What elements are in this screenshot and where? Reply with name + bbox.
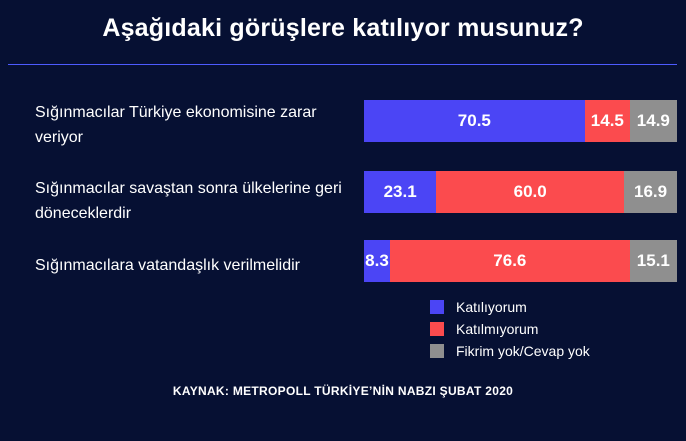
legend-item-katiliyorum: Katılıyorum — [430, 296, 590, 318]
chart-title: Aşağıdaki görüşlere katılıyor musunuz? — [102, 14, 584, 42]
bar-segment-fikrim-yok: 15.1 — [629, 240, 677, 282]
legend-item-katilmiyorum: Katılmıyorum — [430, 318, 590, 340]
data-label-katiliyorum: 23.1 — [383, 182, 417, 201]
legend-swatch-katilmiyorum — [430, 322, 444, 336]
stacked-bar-2: 23.1 60.0 16.9 — [364, 171, 677, 213]
data-label-katiliyorum: 8.3 — [365, 251, 389, 270]
bar-segment-katilmiyorum: 60.0 — [436, 171, 625, 213]
bar-segment-katiliyorum: 8.3 — [364, 240, 390, 282]
category-label-1: Sığınmacılar Türkiye ekonomisine zarar v… — [35, 104, 317, 146]
bar-segment-fikrim-yok: 14.9 — [630, 100, 677, 142]
bar-segment-katiliyorum: 23.1 — [364, 171, 437, 213]
bar-segment-katilmiyorum: 14.5 — [584, 100, 631, 142]
legend-label-katiliyorum: Katılıyorum — [456, 299, 527, 315]
title-divider — [8, 64, 677, 65]
bar-segment-katiliyorum: 70.5 — [364, 100, 585, 142]
stacked-bar-1: 70.5 14.5 14.9 — [364, 100, 677, 142]
category-label-3: Sığınmacılara vatandaşlık verilmelidir — [35, 257, 300, 274]
category-label-2: Sığınmacılar savaştan sonra ülkelerine g… — [35, 180, 342, 222]
legend-swatch-fikrim-yok — [430, 344, 444, 358]
legend-item-fikrim-yok: Fikrim yok/Cevap yok — [430, 340, 590, 362]
legend-label-fikrim-yok: Fikrim yok/Cevap yok — [456, 343, 590, 359]
legend-label-katilmiyorum: Katılmıyorum — [456, 321, 539, 337]
source-note: KAYNAK: METROPOLL TÜRKİYE’NİN NABZI ŞUBA… — [172, 384, 514, 398]
data-label-katilmiyorum: 76.6 — [493, 251, 527, 270]
legend: Katılıyorum Katılmıyorum Fikrim yok/Ceva… — [430, 296, 590, 362]
bar-segment-katilmiyorum: 76.6 — [389, 240, 630, 282]
data-label-fikrim-yok: 14.9 — [636, 111, 670, 130]
bar-segment-fikrim-yok: 16.9 — [624, 171, 677, 213]
stacked-bar-3: 8.3 76.6 15.1 — [364, 240, 677, 282]
data-label-katilmiyorum: 14.5 — [590, 111, 624, 130]
data-label-katiliyorum: 70.5 — [457, 111, 491, 130]
data-label-fikrim-yok: 16.9 — [633, 182, 668, 201]
data-label-fikrim-yok: 15.1 — [636, 251, 670, 270]
data-label-katilmiyorum: 60.0 — [513, 182, 547, 201]
legend-swatch-katiliyorum — [430, 300, 444, 314]
